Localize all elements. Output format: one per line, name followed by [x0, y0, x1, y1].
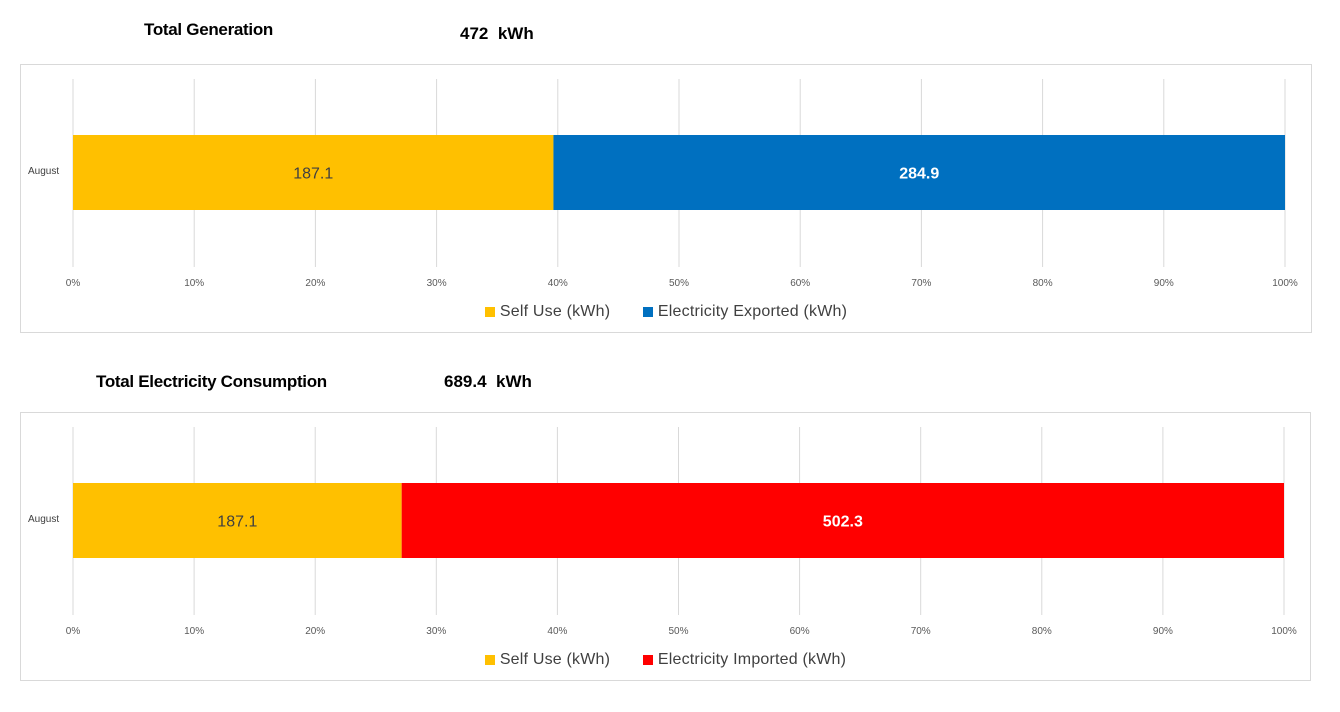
- x-tick-label: 60%: [790, 626, 810, 637]
- x-tick-label: 80%: [1032, 626, 1052, 637]
- bar-segment: [401, 483, 1284, 558]
- data-label: 284.9: [899, 166, 939, 183]
- x-tick-label: 70%: [911, 278, 931, 289]
- total-unit: kWh: [496, 372, 532, 391]
- x-tick-label: 70%: [911, 626, 931, 637]
- chart-heading: Total Electricity Consumption: [96, 372, 327, 391]
- x-tick-label: 10%: [184, 278, 204, 289]
- legend-label: Electricity Exported (kWh): [657, 303, 848, 320]
- chart-legend: Self Use (kWh) Electricity Imported (kWh…: [21, 651, 1310, 670]
- generation-chart: August 0% 10% 20% 30% 40% 50% 60% 70% 80% 90% 100%…: [20, 64, 1312, 333]
- x-tick-label: 50%: [669, 278, 689, 289]
- bar-segment: [553, 135, 1285, 210]
- total-readout: 689.4 kWh: [444, 372, 532, 392]
- x-tick-label: 40%: [547, 626, 567, 637]
- total-readout: 472 kWh: [460, 24, 534, 44]
- bar-segment: [73, 483, 402, 558]
- chart-legend: Self Use (kWh) Electricity Exported (kWh…: [21, 303, 1311, 322]
- x-tick-label: 90%: [1153, 626, 1173, 637]
- legend-label: Electricity Imported (kWh): [657, 651, 847, 668]
- total-value: 689.4: [444, 372, 487, 391]
- x-tick-label: 80%: [1033, 278, 1053, 289]
- legend-swatch: [484, 655, 495, 665]
- x-tick-label: 100%: [1272, 278, 1298, 289]
- legend-item-imported: Electricity Imported (kWh): [642, 651, 847, 669]
- generation-plot: 0% 10% 20% 30% 40% 50% 60% 70% 80% 90% 100% 187.1 28…: [66, 79, 1298, 289]
- x-tick-label: 100%: [1271, 626, 1297, 637]
- bar-segment: [73, 135, 554, 210]
- legend-swatch: [642, 655, 653, 665]
- category-label: August: [28, 514, 60, 525]
- data-label: 187.1: [217, 514, 257, 531]
- legend-label: Self Use (kWh): [499, 303, 611, 320]
- legend-item-exported: Electricity Exported (kWh): [642, 303, 848, 321]
- legend-item-self-use: Self Use (kWh): [484, 303, 611, 321]
- x-tick-label: 10%: [184, 626, 204, 637]
- x-tick-label: 20%: [305, 626, 325, 637]
- x-tick-label: 0%: [66, 626, 81, 637]
- legend-label: Self Use (kWh): [499, 651, 611, 668]
- consumption-plot: 0% 10% 20% 30% 40% 50% 60% 70% 80% 90% 100% 187.1 50…: [66, 427, 1297, 637]
- category-label: August: [28, 166, 60, 177]
- x-tick-label: 30%: [427, 278, 447, 289]
- data-label: 502.3: [823, 514, 863, 531]
- chart-heading: Total Generation: [144, 20, 274, 39]
- x-tick-label: 20%: [305, 278, 325, 289]
- x-tick-label: 50%: [668, 626, 688, 637]
- consumption-chart: August 0% 10% 20% 30% 40% 50% 60% 70% 80% 90% 100%…: [20, 412, 1311, 681]
- x-tick-label: 30%: [426, 626, 446, 637]
- x-tick-label: 90%: [1154, 278, 1174, 289]
- x-tick-label: 40%: [548, 278, 568, 289]
- x-tick-label: 60%: [790, 278, 810, 289]
- legend-swatch: [484, 307, 495, 317]
- data-label: 187.1: [293, 166, 333, 183]
- legend-swatch: [642, 307, 653, 317]
- total-unit: kWh: [497, 24, 534, 43]
- legend-item-self-use: Self Use (kWh): [484, 651, 611, 669]
- x-tick-label: 0%: [66, 278, 81, 289]
- total-value: 472: [460, 24, 489, 43]
